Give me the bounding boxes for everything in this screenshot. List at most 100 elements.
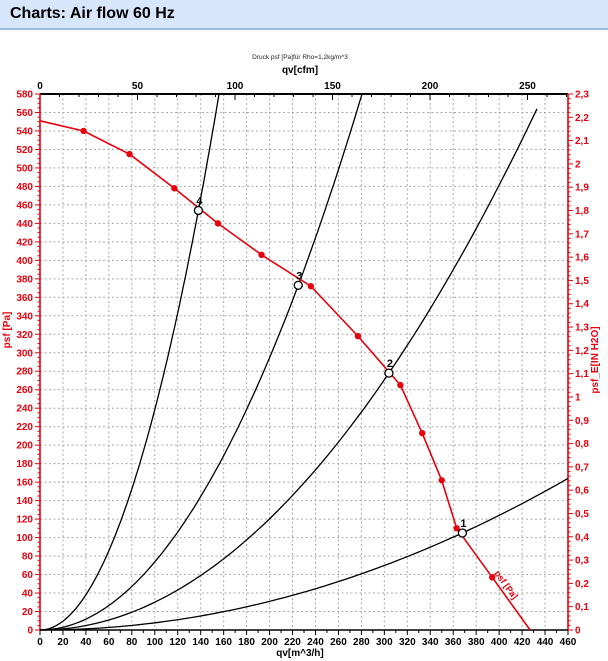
bottom-tick-label: 300 <box>376 637 393 648</box>
left-tick-label: 0 <box>27 626 33 637</box>
right-tick-label: 0 <box>575 626 581 637</box>
left-tick-label: 80 <box>22 552 34 563</box>
left-tick-label: 160 <box>16 478 33 489</box>
right-tick-label: 0,9 <box>575 416 589 427</box>
bottom-axis-title: qv[m^3/h] <box>276 648 324 659</box>
operating-point-1 <box>457 528 468 538</box>
fan-curve-marker <box>453 525 460 532</box>
bottom-tick-label: 100 <box>146 637 163 648</box>
right-tick-label: 1,6 <box>575 253 589 264</box>
top-axis-title: qv[cfm] <box>282 65 318 76</box>
bottom-tick-label: 0 <box>37 637 43 648</box>
right-tick-label: 1,7 <box>575 229 589 240</box>
bottom-tick-label: 60 <box>103 637 115 648</box>
right-tick-label: 1,3 <box>575 323 589 334</box>
right-tick-label: 0,1 <box>575 602 589 613</box>
bottom-tick-label: 120 <box>169 637 186 648</box>
system-curve-4 <box>39 93 220 631</box>
operating-point-label-1: 1 <box>460 518 466 530</box>
bottom-tick-label: 20 <box>57 637 69 648</box>
left-tick-label: 300 <box>16 348 33 359</box>
right-tick-label: 1,1 <box>575 369 589 380</box>
right-axis-title: psf_E[IN H2O] <box>590 326 601 393</box>
bottom-tick-label: 200 <box>261 637 278 648</box>
right-tick-label: 0,6 <box>575 486 589 497</box>
left-tick-label: 240 <box>16 404 33 415</box>
left-tick-label: 260 <box>16 385 33 396</box>
bottom-tick-label: 180 <box>238 637 255 648</box>
bottom-tick-label: 80 <box>126 637 138 648</box>
system-curve-2 <box>39 108 538 631</box>
bottom-tick-label: 260 <box>330 637 347 648</box>
operating-point-4 <box>193 205 204 216</box>
left-tick-label: 380 <box>16 274 33 285</box>
system-curve-1 <box>40 477 569 631</box>
left-axis-title: psf [Pa] <box>2 312 13 349</box>
fan-curve-chart: Druck psf [Pa]für Rho=1,2kg/m^3 qv[cfm] … <box>2 54 601 659</box>
page-title: Charts: Air flow 60 Hz <box>10 5 175 22</box>
right-tick-label: 0,2 <box>575 579 589 590</box>
left-tick-label: 200 <box>16 441 33 452</box>
left-tick-label: 580 <box>16 90 33 101</box>
bottom-tick-label: 420 <box>514 637 531 648</box>
bottom-tick-label: 40 <box>80 637 92 648</box>
left-tick-label: 20 <box>22 607 34 618</box>
fan-curve-marker <box>126 150 133 158</box>
top-tick-label: 100 <box>227 81 244 92</box>
bottom-tick-label: 280 <box>353 637 370 648</box>
top-tick-label: 150 <box>324 81 341 92</box>
fan-curve-marker <box>438 477 445 484</box>
plot-area: 0 20 40 60 80 100 120 140 160 180 200 220 240 260 280 3… <box>16 81 589 648</box>
right-tick-label: 2,3 <box>575 90 589 101</box>
left-tick-label: 400 <box>16 256 33 267</box>
fan-curve-marker <box>419 429 426 437</box>
fan-curve-marker <box>258 251 265 258</box>
bottom-tick-label: 460 <box>560 637 577 648</box>
operating-point-2 <box>384 368 394 378</box>
system-curve-3 <box>39 93 363 631</box>
bottom-tick-label: 380 <box>468 637 485 648</box>
left-tick-label: 220 <box>16 422 33 433</box>
bottom-tick-label: 320 <box>399 637 416 648</box>
right-tick-label: 0,4 <box>575 532 589 543</box>
fan-curve-marker <box>171 185 178 192</box>
left-tick-label: 520 <box>16 145 33 156</box>
bottom-tick-label: 340 <box>422 637 439 648</box>
left-tick-label: 540 <box>16 126 33 137</box>
chart-note: Druck psf [Pa]für Rho=1,2kg/m^3 <box>252 54 348 61</box>
fan-curve-marker <box>354 332 362 340</box>
right-tick-label: 1,9 <box>575 183 589 194</box>
bottom-tick-label: 440 <box>537 637 554 648</box>
left-tick-label: 100 <box>16 533 33 544</box>
left-tick-label: 140 <box>16 496 33 507</box>
operating-point-label-4: 4 <box>196 195 203 207</box>
bottom-tick-label: 220 <box>284 637 301 648</box>
left-tick-label: 360 <box>16 293 33 304</box>
fan-curve-marker <box>80 127 87 135</box>
top-tick-label: 200 <box>422 81 439 92</box>
fan-curve <box>39 120 531 631</box>
left-tick-label: 180 <box>16 459 33 470</box>
left-tick-label: 560 <box>16 108 33 119</box>
left-tick-label: 60 <box>22 570 34 581</box>
left-tick-label: 320 <box>16 330 33 341</box>
operating-point-3 <box>293 280 303 290</box>
bottom-tick-label: 140 <box>192 637 209 648</box>
page-title-bar: Charts: Air flow 60 Hz <box>0 0 608 30</box>
right-tick-label: 0,7 <box>575 462 589 473</box>
left-tick-label: 40 <box>22 589 34 600</box>
right-tick-label: 0,3 <box>575 556 589 567</box>
left-tick-label: 440 <box>16 219 33 230</box>
top-tick-label: 50 <box>132 81 144 92</box>
operating-point-label-3: 3 <box>296 270 302 282</box>
right-tick-label: 1,5 <box>575 276 589 287</box>
fan-curve-marker <box>397 381 404 389</box>
left-tick-label: 500 <box>16 163 33 174</box>
left-tick-label: 340 <box>16 311 33 322</box>
fan-curve-marker <box>307 283 315 290</box>
operating-point-label-2: 2 <box>387 358 393 370</box>
bottom-tick-label: 240 <box>307 637 324 648</box>
fan-curve-marker <box>489 574 496 581</box>
right-tick-label: 1,2 <box>575 346 589 357</box>
bottom-tick-label: 160 <box>215 637 232 648</box>
